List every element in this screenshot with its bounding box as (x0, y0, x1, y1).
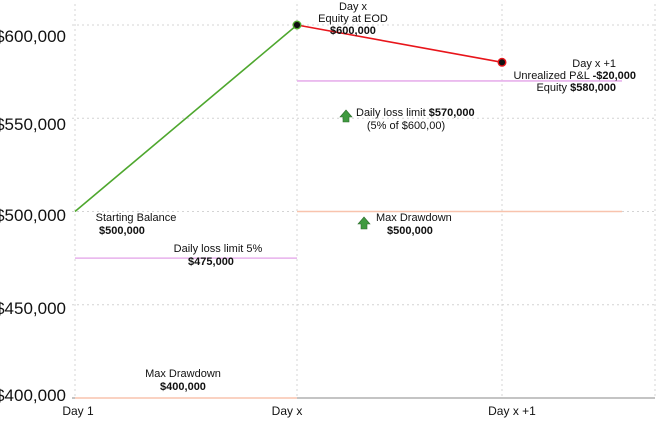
annotation-label: Max Drawdown (145, 368, 221, 380)
data-point (497, 57, 507, 67)
gridlines (72, 4, 656, 399)
data-points (292, 20, 507, 67)
annotation-label: Equity at EOD (318, 13, 388, 25)
annotation-label: Max Drawdown (376, 212, 452, 224)
annotation-label: Day x (339, 1, 368, 13)
series-line-segment (74, 24, 298, 213)
annotation-max-drawdown-dayx: Max Drawdown $500,000 (376, 212, 452, 237)
annotation-value: $400,000 (160, 381, 206, 393)
annotation-value: $600,000 (330, 25, 376, 37)
y-axis-tick-labels: $600,000 $550,000 $500,000 $450,000 $400… (0, 27, 66, 405)
annotation-equity: Equity $580,000 (536, 82, 616, 94)
annotation-pnl: Unrealized P&L -$20,000 (513, 70, 636, 82)
annotation-label: Daily loss limit 5% (174, 243, 263, 255)
annotation-value: $500,000 (387, 225, 433, 237)
x-tick-label: Day 1 (62, 404, 94, 418)
x-tick-label: Day x (272, 404, 303, 418)
x-axis-tick-labels: Day 1 Day x Day x +1 (62, 404, 536, 418)
annotation-daily-limit-day1: Daily loss limit 5% $475,000 (174, 243, 263, 268)
annotation-label: Starting Balance (96, 212, 177, 224)
series-line-segment (296, 24, 503, 64)
data-point (292, 20, 302, 30)
annotation-max-drawdown-day1: Max Drawdown $400,000 (145, 368, 221, 393)
annotation-day-x1: Day x +1 Unrealized P&L -$20,000 Equity … (513, 58, 636, 94)
annotation-label: Day x +1 (572, 58, 616, 70)
annotation-label: Daily loss limit $570,000 (356, 107, 475, 119)
y-tick-label: $600,000 (0, 27, 66, 46)
y-tick-label: $550,000 (0, 115, 66, 134)
annotation-starting-balance: Starting Balance $500,000 (96, 212, 177, 237)
up-arrow-icon (357, 216, 371, 230)
y-tick-label: $450,000 (0, 299, 66, 318)
up-arrow-icon (339, 109, 353, 123)
x-tick-label: Day x +1 (488, 404, 536, 418)
annotation-note: (5% of $600,00) (367, 120, 445, 132)
reference-lines (75, 80, 622, 399)
y-tick-label: $400,000 (0, 386, 66, 405)
annotation-value: $475,000 (188, 256, 234, 268)
annotation-daily-limit-dayx: Daily loss limit $570,000 (5% of $600,00… (356, 107, 475, 132)
series-lines (74, 24, 503, 213)
annotation-day-x-equity: Day x Equity at EOD $600,000 (318, 1, 388, 37)
annotation-value: $500,000 (99, 225, 145, 237)
y-tick-label: $500,000 (0, 206, 66, 225)
